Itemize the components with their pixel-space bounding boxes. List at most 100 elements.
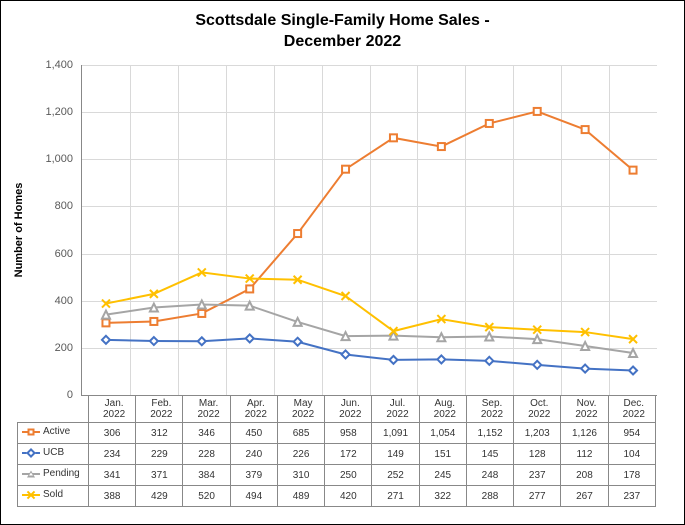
x-category-label: Nov.2022 <box>561 396 608 423</box>
table-cell: 685 <box>277 423 324 444</box>
series-marker <box>437 333 445 341</box>
series-marker <box>486 120 493 127</box>
table-corner <box>18 396 89 423</box>
series-marker <box>102 311 110 319</box>
table-cell: 271 <box>372 486 419 507</box>
series-marker <box>534 108 541 115</box>
table-cell: 384 <box>183 465 230 486</box>
table-cell: 1,126 <box>561 423 608 444</box>
x-category-label: Apr.2022 <box>230 396 277 423</box>
legend-cell-pending: Pending <box>18 465 89 486</box>
chart-title: Scottsdale Single-Family Home Sales -Dec… <box>1 11 684 53</box>
table-cell: 267 <box>561 486 608 507</box>
series-marker <box>485 357 493 365</box>
x-category-label: Oct.2022 <box>514 396 561 423</box>
series-marker <box>342 332 350 340</box>
data-table: Jan.2022Feb.2022Mar.2022Apr.2022May2022J… <box>17 395 656 507</box>
table-cell: 520 <box>183 486 230 507</box>
series-line-active <box>106 111 633 322</box>
series-marker <box>390 134 397 141</box>
chart-title-line1: Scottsdale Single-Family Home Sales -Dec… <box>195 12 489 50</box>
series-marker <box>438 143 445 150</box>
series-marker <box>582 126 589 133</box>
table-cell: 388 <box>89 486 136 507</box>
plot-area <box>81 65 657 396</box>
x-category-label: May2022 <box>277 396 324 423</box>
series-marker <box>581 342 589 350</box>
series-marker <box>198 310 205 317</box>
table-cell: 1,152 <box>466 423 513 444</box>
series-marker <box>246 334 254 342</box>
table-cell: 954 <box>608 423 655 444</box>
table-cell: 429 <box>136 486 183 507</box>
series-marker <box>198 337 206 345</box>
legend-cell-ucb: UCB <box>18 444 89 465</box>
table-cell: 277 <box>514 486 561 507</box>
legend-cell-sold: Sold <box>18 486 89 507</box>
table-cell: 128 <box>514 444 561 465</box>
y-tick-label: 1,400 <box>0 59 73 71</box>
table-cell: 252 <box>372 465 419 486</box>
table-cell: 228 <box>183 444 230 465</box>
table-cell: 310 <box>277 465 324 486</box>
series-marker <box>246 285 253 292</box>
table-cell: 237 <box>514 465 561 486</box>
series-marker <box>533 335 541 343</box>
table-cell: 306 <box>89 423 136 444</box>
table-cell: 208 <box>561 465 608 486</box>
table-cell: 172 <box>325 444 372 465</box>
table-cell: 245 <box>419 465 466 486</box>
table-cell: 1,091 <box>372 423 419 444</box>
x-category-label: Aug.2022 <box>419 396 466 423</box>
series-marker <box>150 304 158 312</box>
series-marker <box>294 318 302 326</box>
table-cell: 178 <box>608 465 655 486</box>
series-marker <box>630 167 637 174</box>
table-cell: 288 <box>466 486 513 507</box>
table-cell: 341 <box>89 465 136 486</box>
table-cell: 312 <box>136 423 183 444</box>
legend-cell-active: Active <box>18 423 89 444</box>
table-cell: 234 <box>89 444 136 465</box>
table-cell: 240 <box>230 444 277 465</box>
x-category-label: Mar.2022 <box>183 396 230 423</box>
table-cell: 371 <box>136 465 183 486</box>
series-marker <box>150 337 158 345</box>
series-marker <box>342 350 350 358</box>
table-cell: 346 <box>183 423 230 444</box>
series-line-ucb <box>106 338 633 370</box>
table-cell: 420 <box>325 486 372 507</box>
series-marker <box>581 365 589 373</box>
table-cell: 112 <box>561 444 608 465</box>
series-marker <box>533 361 541 369</box>
table-cell: 229 <box>136 444 183 465</box>
series-marker <box>629 349 637 357</box>
series-marker <box>198 300 206 308</box>
series-marker <box>437 355 445 363</box>
table-cell: 489 <box>277 486 324 507</box>
series-marker <box>342 166 349 173</box>
table-cell: 248 <box>466 465 513 486</box>
series-marker <box>246 302 254 310</box>
table-cell: 1,203 <box>514 423 561 444</box>
series-line-pending <box>106 304 633 353</box>
table-cell: 237 <box>608 486 655 507</box>
y-tick-label: 1,200 <box>0 106 73 118</box>
series-marker <box>102 336 110 344</box>
series-marker <box>389 356 397 364</box>
y-axis-title: Number of Homes <box>13 183 25 278</box>
series-marker <box>102 319 109 326</box>
series-marker <box>294 338 302 346</box>
y-tick-label: 600 <box>0 248 73 260</box>
y-tick-label: 400 <box>0 295 73 307</box>
series-marker <box>150 318 157 325</box>
table-cell: 958 <box>325 423 372 444</box>
table-cell: 226 <box>277 444 324 465</box>
table-cell: 450 <box>230 423 277 444</box>
table-cell: 151 <box>419 444 466 465</box>
x-category-label: Jun.2022 <box>325 396 372 423</box>
chart-lines <box>82 65 657 395</box>
table-cell: 250 <box>325 465 372 486</box>
x-category-label: Sep.2022 <box>466 396 513 423</box>
y-tick-label: 1,000 <box>0 153 73 165</box>
